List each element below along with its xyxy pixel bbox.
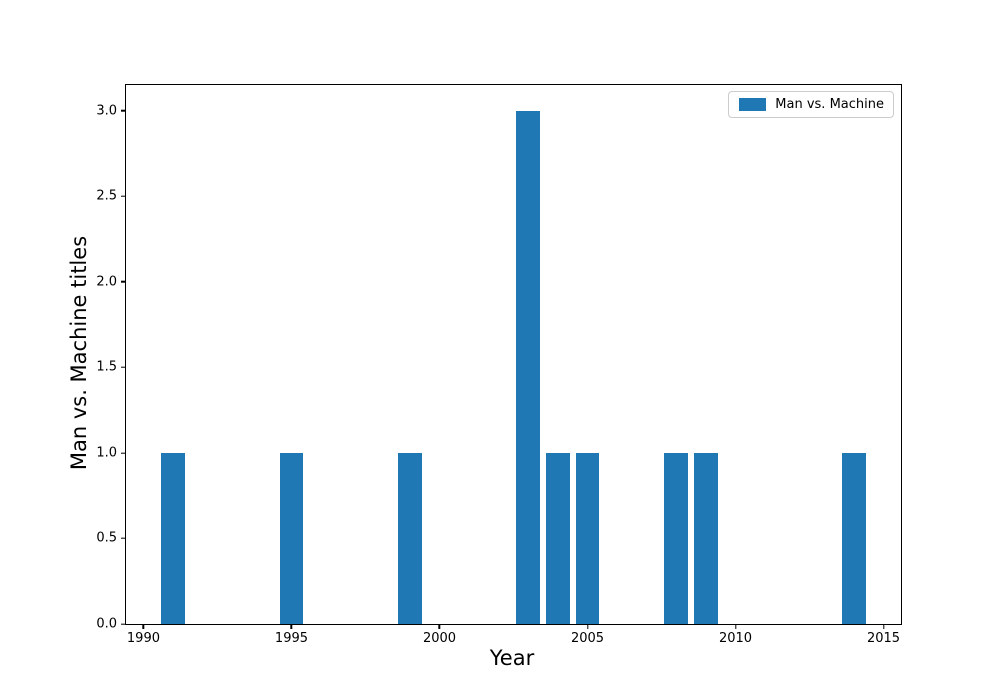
- x-tick-label-1990: 1990: [126, 631, 160, 646]
- bar-2014: [842, 452, 866, 624]
- y-tick-mark-0.0: [120, 623, 125, 625]
- y-tick-label-2.0: 2.0: [96, 274, 117, 290]
- bar-1999: [398, 452, 422, 624]
- y-tick-mark-2.0: [120, 281, 125, 283]
- y-tick-mark-3.0: [120, 109, 125, 112]
- plot-area: 1990 1995 2000 2005 2010 2015 0.0 0.5 1.0 1.5 2.0…: [96, 84, 902, 646]
- y-tick-label-0.0: 0.0: [96, 616, 117, 632]
- x-tick-mark-2000: [438, 625, 441, 630]
- legend-swatch-man-vs-machine: [739, 98, 767, 111]
- x-axis-label: Year: [489, 646, 535, 670]
- x-tick-mark-2005: [586, 625, 589, 630]
- x-tick-label-2005: 2005: [570, 631, 605, 646]
- bar-2003: [516, 110, 541, 624]
- bars-layer: [126, 85, 901, 624]
- y-tick-label-1.0: 1.0: [96, 445, 117, 461]
- bar-2004: [546, 452, 570, 624]
- x-tick-label-1995: 1995: [274, 631, 309, 646]
- bar-2005: [575, 452, 600, 624]
- y-tick-mark-0.5: [120, 537, 125, 540]
- x-tick-mark-2010: [734, 625, 737, 630]
- x-tick-mark-1990: [142, 625, 145, 630]
- x-axis-ticks: 1990 1995 2000 2005 2010 2015: [126, 85, 901, 646]
- bar-1991: [161, 452, 185, 624]
- y-tick-mark-1.0: [120, 452, 125, 454]
- y-tick-mark-1.5: [120, 366, 125, 369]
- y-tick-mark-2.5: [120, 195, 125, 197]
- y-axis-ticks: 0.0 0.5 1.0 1.5 2.0 2.5 3.0: [96, 85, 901, 632]
- x-tick-label-2000: 2000: [422, 631, 457, 646]
- legend-label-man-vs-machine: Man vs. Machine: [775, 97, 884, 112]
- bar-2008: [664, 452, 689, 624]
- x-tick-label-2010: 2010: [718, 631, 753, 646]
- y-axis-label: Man vs. Machine titles: [67, 235, 91, 471]
- x-tick-mark-2015: [882, 625, 885, 630]
- legend: Man vs. Machine: [728, 91, 894, 118]
- y-tick-label-3.0: 3.0: [96, 103, 117, 119]
- y-tick-label-0.5: 0.5: [96, 530, 117, 546]
- bar-1995: [279, 452, 304, 624]
- y-tick-label-2.5: 2.5: [96, 188, 117, 204]
- x-tick-mark-1995: [290, 625, 293, 630]
- y-tick-label-1.5: 1.5: [96, 359, 117, 375]
- x-tick-label-2015: 2015: [866, 631, 901, 646]
- bar-2009: [694, 452, 718, 624]
